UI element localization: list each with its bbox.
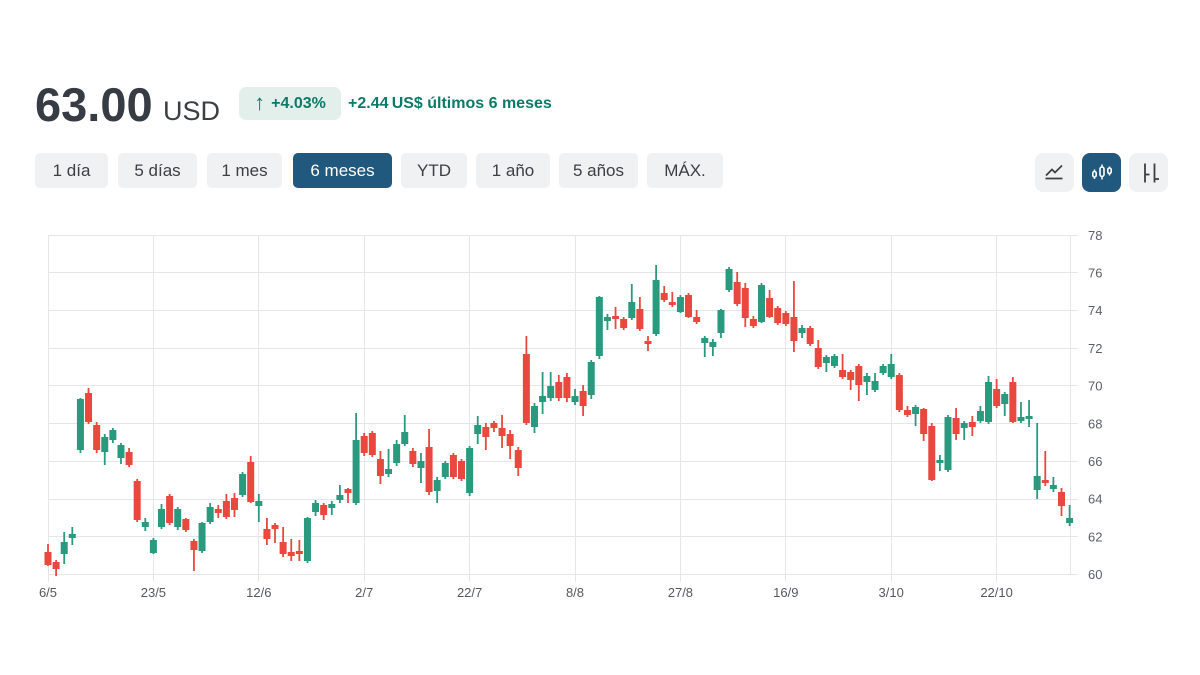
svg-text:70: 70	[1088, 379, 1102, 394]
svg-text:62: 62	[1088, 529, 1102, 544]
svg-text:23/5: 23/5	[141, 585, 166, 600]
svg-text:60: 60	[1088, 567, 1102, 582]
svg-text:22/10: 22/10	[980, 585, 1013, 600]
svg-text:2/7: 2/7	[355, 585, 373, 600]
svg-text:76: 76	[1088, 266, 1102, 281]
svg-text:3/10: 3/10	[879, 585, 904, 600]
svg-text:6/5: 6/5	[39, 585, 57, 600]
svg-text:16/9: 16/9	[773, 585, 798, 600]
svg-text:64: 64	[1088, 492, 1102, 507]
svg-text:22/7: 22/7	[457, 585, 482, 600]
svg-text:8/8: 8/8	[566, 585, 584, 600]
svg-text:12/6: 12/6	[246, 585, 271, 600]
svg-text:27/8: 27/8	[668, 585, 693, 600]
svg-text:68: 68	[1088, 416, 1102, 431]
svg-text:78: 78	[1088, 228, 1102, 243]
svg-text:74: 74	[1088, 303, 1102, 318]
svg-text:66: 66	[1088, 454, 1102, 469]
svg-text:72: 72	[1088, 341, 1102, 356]
